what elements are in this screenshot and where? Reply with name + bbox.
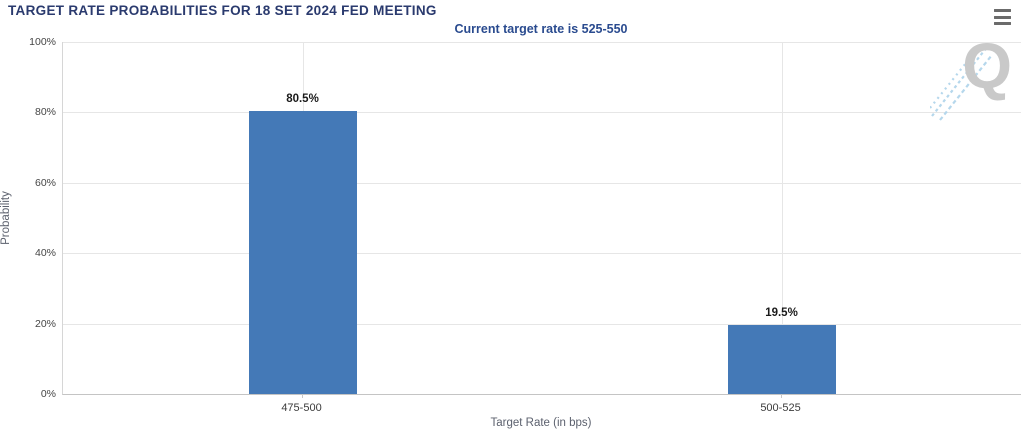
x-tick-mark — [301, 394, 303, 398]
x-tick-label: 500-525 — [760, 402, 801, 414]
y-gridline — [63, 112, 1021, 114]
plot-area: 80.5% 19.5% — [62, 42, 1021, 395]
y-gridline — [63, 42, 1021, 43]
y-tick-label: 100% — [29, 36, 56, 48]
bar-475-500[interactable] — [248, 110, 357, 394]
y-axis-tick-labels: 0% 20% 40% 60% 80% 100% — [0, 36, 56, 400]
export-menu-button[interactable] — [994, 8, 1012, 26]
x-tick-mark — [780, 394, 782, 398]
x-gridline — [781, 42, 783, 394]
x-axis-band: 475-500 500-525 — [62, 394, 1020, 424]
y-tick-label: 80% — [34, 106, 56, 119]
y-tick-label: 60% — [34, 176, 56, 189]
y-tick-label: 40% — [34, 247, 56, 260]
x-tick-label: 475-500 — [281, 402, 322, 414]
hamburger-icon — [994, 22, 1011, 25]
hamburger-icon — [994, 9, 1011, 12]
chart-subtitle: Current target rate is 525-550 — [454, 22, 628, 36]
y-gridline — [63, 253, 1021, 255]
bar-value-label: 19.5% — [765, 307, 798, 320]
x-axis-title: Target Rate (in bps) — [490, 417, 592, 429]
bar-value-label: 80.5% — [286, 92, 319, 105]
bar-500-525[interactable] — [727, 325, 836, 394]
y-tick-label: 0% — [40, 388, 56, 400]
hamburger-icon — [994, 15, 1011, 19]
y-gridline — [63, 182, 1021, 184]
y-gridline — [63, 323, 1021, 325]
chart-title: TARGET RATE PROBABILITIES FOR 18 SET 202… — [8, 3, 437, 18]
y-tick-label: 20% — [34, 317, 56, 330]
